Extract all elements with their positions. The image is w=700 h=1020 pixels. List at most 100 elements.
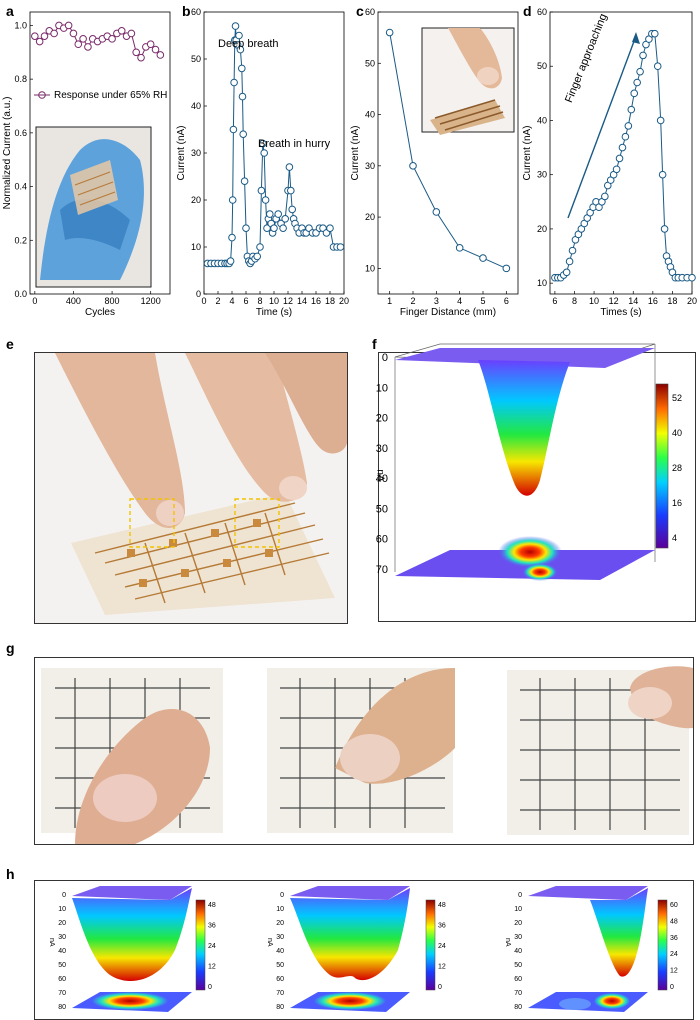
x-tick-label-a: 1200 — [141, 296, 161, 306]
data-point-d — [568, 246, 577, 255]
x-axis-label-c: Finger Distance (mm) — [400, 307, 496, 318]
y-tick-label-b: 60 — [191, 7, 201, 17]
data-point-d — [565, 257, 574, 266]
data-point-d — [636, 67, 644, 76]
x-tick-label-d: 10 — [589, 296, 599, 306]
plot-frame-d — [549, 11, 693, 295]
data-point-b — [238, 64, 246, 73]
z-tick-h2: 20 — [276, 920, 284, 927]
y-tick-label-d: 60 — [537, 7, 547, 17]
chart-c: 1 2 3 4 5 6 10 20 30 40 50 60 Finger Distance (mm) Cu… — [350, 7, 519, 318]
data-point-d — [653, 62, 662, 71]
z-tick-h3: 20 — [514, 920, 522, 927]
x-tick-label-d: 18 — [667, 296, 677, 306]
data-point-d — [650, 29, 659, 38]
panel-label-g: g — [6, 640, 15, 656]
z-tick-h2: 50 — [276, 962, 284, 969]
y-tick-label-a: 0.8 — [14, 74, 27, 84]
data-point-d — [633, 78, 641, 87]
h-axis-ticks: 0 10 20 30 40 50 60 70 80 48 36 24 12 0 nA 0 10 20 30 40 50 6… — [48, 892, 678, 1011]
z-tick-h1: 20 — [58, 920, 66, 927]
plot-frame-b — [203, 11, 345, 295]
colorbar-f-tick: 16 — [672, 498, 682, 508]
y-tick-label-a: 0.6 — [14, 128, 27, 138]
data-point-c — [455, 244, 464, 252]
data-point-d — [562, 268, 571, 277]
data-point-b — [288, 205, 297, 214]
data-point-b — [336, 243, 345, 251]
y-tick-label-c: 30 — [365, 161, 375, 171]
y-tick-label-a: 1.0 — [14, 20, 27, 30]
colorbar-tick-h3: 60 — [670, 902, 678, 909]
data-point-b — [285, 163, 294, 171]
device-photo-3 — [507, 666, 693, 835]
z-tick-h3: 30 — [514, 934, 522, 941]
y-tick-label-d: 10 — [537, 278, 547, 288]
colorbar-tick-h1: 36 — [208, 923, 216, 930]
z-tick-h2: 10 — [276, 906, 284, 913]
y-tick-label-b: 10 — [191, 242, 201, 252]
data-point-b — [256, 243, 264, 251]
data-point-a — [79, 35, 87, 43]
touch-box-right — [234, 498, 280, 548]
x-tick-label-b: 0 — [201, 296, 206, 306]
x-tick-label-b: 6 — [243, 296, 248, 306]
x-tick-label-c: 4 — [457, 296, 462, 306]
data-point-a — [64, 21, 73, 30]
data-point-b — [287, 186, 295, 195]
z-tick-h1: 40 — [58, 948, 66, 955]
data-point-d — [656, 116, 665, 125]
h-map-3 — [528, 886, 668, 1012]
colorbar-tick-h2: 0 — [438, 984, 442, 991]
y-tick-label-d: 40 — [537, 115, 547, 125]
z-tick-h3: 80 — [514, 1004, 522, 1011]
data-point-a — [151, 45, 160, 54]
z-tick-h3: 40 — [514, 948, 522, 955]
glove-photo-inset — [35, 126, 152, 288]
z-tick-h1: 0 — [62, 892, 66, 899]
x-tick-label-b: 10 — [269, 296, 279, 306]
data-point-c — [479, 254, 487, 262]
y-axis-label-a: Normalized Current (a.u.) — [2, 97, 13, 210]
data-point-a — [50, 29, 58, 38]
z-tick-h3: 10 — [514, 906, 522, 913]
z-tick-h1: 10 — [58, 906, 66, 913]
data-point-b — [229, 125, 238, 134]
x-tick-label-b: 20 — [339, 296, 349, 306]
x-tick-label-d: 14 — [628, 296, 638, 306]
z-tick-h1: 70 — [58, 990, 66, 997]
x-tick-label-c: 2 — [410, 296, 415, 306]
z-label-f: nA — [374, 469, 386, 482]
y-tick-label-c: 10 — [365, 263, 375, 273]
data-point-d — [658, 170, 667, 179]
data-point-b — [257, 186, 266, 195]
x-tick-label-d: 12 — [609, 296, 619, 306]
x-axis-label-b: Time (s) — [256, 307, 292, 318]
z-label-h2: nA — [266, 938, 273, 947]
data-point-a — [108, 35, 116, 43]
z-tick-h3: 50 — [514, 962, 522, 969]
series-line-c — [389, 32, 507, 269]
surface-dip — [478, 360, 570, 496]
colorbar-tick-h3: 0 — [670, 984, 674, 991]
z-axis-ticks-f: 0 10 20 30 40 50 60 70 — [376, 352, 388, 576]
finger-device-inset — [421, 27, 515, 135]
data-point-d — [618, 143, 627, 152]
data-point-b — [253, 252, 262, 261]
z-tick-f: 40 — [376, 473, 388, 485]
data-point-b — [238, 92, 247, 101]
data-point-b — [226, 257, 235, 265]
panel-f-svg: 52 40 28 16 4 0 10 20 30 40 50 60 70 — [376, 343, 682, 581]
y-tick-label-b: 20 — [191, 195, 201, 205]
chart-d: 6 8 10 12 14 16 18 20 10 20 30 40 50 60 Times (s) Curre… — [522, 7, 697, 318]
data-point-b — [326, 224, 334, 232]
x-tick-label-b: 18 — [325, 296, 335, 306]
colorbar-f-tick: 40 — [672, 428, 682, 438]
top-charts: 0 400 800 12000.00.20.40.60.81.0CyclesNorma… — [2, 7, 697, 318]
data-point-a — [69, 29, 78, 38]
colorbar-tick-h2: 24 — [438, 943, 446, 950]
x-tick-label-a: 400 — [66, 296, 81, 306]
data-point-a — [127, 29, 136, 38]
data-point-b — [242, 224, 250, 232]
